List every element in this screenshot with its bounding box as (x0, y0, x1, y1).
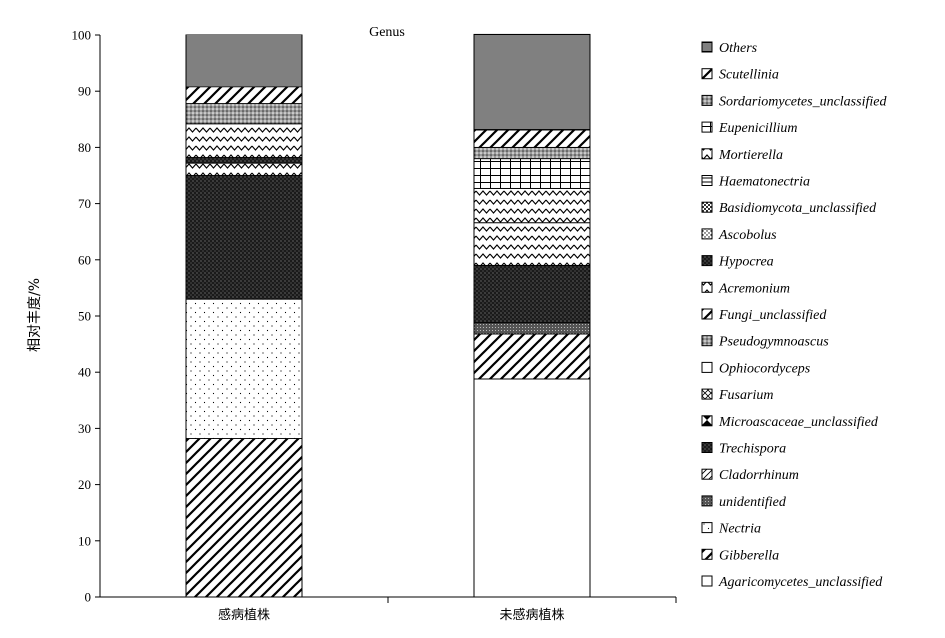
legend-swatch-agaricomycetes-unclassified (701, 575, 713, 587)
legend-swatch-ascobolus (701, 228, 713, 240)
legend-swatch-others (701, 41, 713, 53)
legend: Others Scutellinia Sordariomycetes_unclass… (701, 41, 887, 590)
legend-swatch-hypocrea (701, 255, 713, 267)
legend-label-haematonectria: Haematonectria (718, 175, 810, 190)
legend-label-others: Others (719, 41, 758, 56)
bar-segment-gibberella (185, 438, 303, 598)
bar-segment-agaricomycetes-unclassified (473, 378, 591, 598)
bar-segment-acremonium (473, 222, 591, 266)
bar-segment-sordariomycetes-unclassified (473, 146, 591, 160)
legend-swatch-eupenicillium (701, 121, 713, 133)
legend-label-mortierella: Mortierella (718, 148, 783, 163)
y-tick-label: 60 (78, 252, 91, 267)
legend-swatch-nectria (701, 522, 713, 534)
legend-swatch-microascaceae-unclassified (701, 415, 713, 427)
y-tick-label: 50 (78, 309, 91, 324)
bar-segment-unidentified (473, 322, 591, 335)
y-axis-label: 相对丰度/% (27, 278, 43, 352)
legend-swatch-unidentified (701, 495, 713, 507)
y-tick-label: 80 (78, 140, 91, 155)
legend-swatch-basidiomycota-unclassified (701, 201, 713, 213)
legend-label-nectria: Nectria (718, 522, 761, 537)
legend-label-ascobolus: Ascobolus (718, 228, 777, 243)
chart-title: Genus (369, 25, 405, 40)
bar-segment-acremonium (185, 162, 303, 176)
legend-swatch-fusarium (701, 388, 713, 400)
y-tick-label: 0 (85, 590, 92, 605)
y-tick-label: 100 (72, 28, 92, 43)
legend-label-trechispora: Trechispora (719, 442, 786, 457)
legend-swatch-pseudogymnoascus (701, 335, 713, 347)
legend-label-eupenicillium: Eupenicillium (718, 121, 798, 136)
legend-swatch-mortierella (701, 148, 713, 160)
bars-group (185, 33, 591, 598)
legend-label-unidentified: unidentified (719, 495, 787, 510)
axes-group: 0 10 20 30 40 50 60 70 80 90 100 感病植株 未感病植株 (72, 28, 677, 623)
y-tick-label: 30 (78, 421, 91, 436)
y-tick-label: 10 (78, 533, 91, 548)
legend-swatch-cladorrhinum (701, 468, 713, 480)
legend-label-agaricomycetes-unclassified: Agaricomycetes_unclassified (718, 575, 883, 590)
bar-segment-hypocrea (185, 157, 303, 164)
bar-segment-sordariomycetes-unclassified (185, 103, 303, 125)
legend-swatch-gibberella (701, 548, 713, 560)
y-tick-label: 40 (78, 365, 91, 380)
legend-swatch-fungi-unclassified (701, 308, 713, 320)
bar-segment-nectria (185, 298, 303, 439)
legend-label-sordariomycetes-unclassified: Sordariomycetes_unclassified (719, 94, 887, 109)
legend-label-gibberella: Gibberella (719, 548, 779, 563)
x-tick-label: 未感病植株 (499, 607, 564, 623)
bar-segment-trechispora (473, 264, 591, 324)
legend-swatch-scutellinia (701, 68, 713, 80)
legend-label-hypocrea: Hypocrea (718, 255, 774, 270)
y-tick-label: 90 (78, 84, 91, 99)
legend-swatch-trechispora (701, 442, 713, 453)
bar-segment-trechispora (185, 175, 303, 300)
legend-label-fungi-unclassified: Fungi_unclassified (718, 308, 827, 323)
bar-segment-others (473, 33, 591, 131)
legend-label-microascaceae-unclassified: Microascaceae_unclassified (718, 415, 879, 430)
legend-swatch-ophiocordyceps (701, 361, 713, 373)
y-tick-label: 70 (78, 196, 91, 211)
x-tick-label: 感病植株 (218, 607, 270, 623)
legend-label-fusarium: Fusarium (718, 388, 773, 403)
bar-segment-gibberella (473, 333, 591, 380)
legend-label-scutellinia: Scutellinia (719, 68, 779, 83)
legend-swatch-haematonectria (701, 175, 713, 186)
bar-segment-mortierella (185, 123, 303, 158)
bar-segment-others (185, 34, 303, 88)
bar-segment-mortierella (473, 187, 591, 224)
legend-swatch-acremonium (701, 281, 713, 293)
legend-label-ophiocordyceps: Ophiocordyceps (719, 361, 811, 376)
bar-segment-eupenicillium (473, 158, 591, 189)
legend-label-basidiomycota-unclassified: Basidiomycota_unclassified (719, 201, 877, 216)
legend-swatch-sordariomycetes-unclassified (701, 94, 713, 106)
bar-segment-scutellinia (185, 86, 303, 105)
y-tick-label: 20 (78, 477, 91, 492)
legend-label-acremonium: Acremonium (718, 281, 790, 296)
legend-label-pseudogymnoascus: Pseudogymnoascus (718, 335, 829, 350)
bar-segment-scutellinia (473, 129, 591, 148)
legend-label-cladorrhinum: Cladorrhinum (719, 468, 799, 483)
